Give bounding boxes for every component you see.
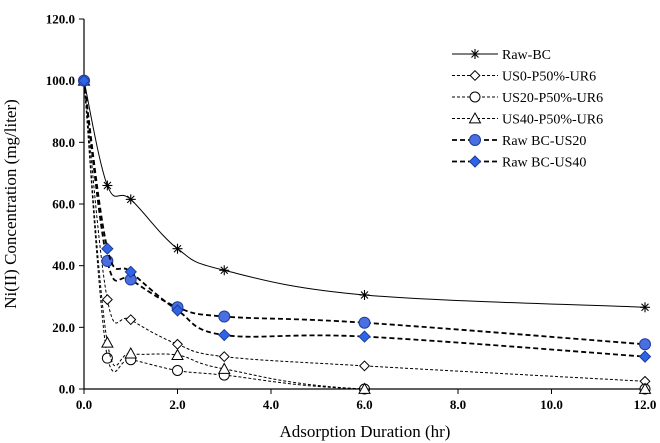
data-point [358,382,371,394]
data-point [172,365,183,376]
series-layer [77,74,652,395]
y-axis-title: Ni(II) Concentration (mg/liter) [1,99,20,309]
y-tick-label: 40.0 [52,258,75,273]
legend-label: Raw-BC [502,48,551,63]
legend-entry: US0-P50%-UR6 [452,70,596,85]
x-tick-label: 12.0 [634,397,657,412]
data-point [171,304,184,317]
legend-marker [470,49,480,59]
legend-marker [469,69,481,82]
data-point [219,265,230,276]
legend-entry: US40-P50%-UR6 [452,111,603,128]
series-line [83,80,646,358]
y-tick-label: 60.0 [52,197,75,212]
legend-marker [469,91,481,103]
data-point [101,255,114,268]
data-point [172,243,183,254]
data-point [101,294,113,306]
data-point [218,310,231,323]
data-point [640,302,650,313]
legend-label: US20-P50%-UR6 [502,91,603,106]
x-tick-label: 8.0 [450,397,466,412]
data-point [101,352,113,364]
data-point [359,289,370,300]
data-point [171,338,184,350]
legend-label: US40-P50%-UR6 [502,113,603,128]
legend-entry: Raw BC-US40 [452,155,586,171]
data-point [125,194,136,205]
x-tick-label: 0.0 [76,397,92,412]
data-point [171,348,184,360]
legend-label: US0-P50%-UR6 [502,70,596,85]
data-point [77,74,91,87]
x-axis-title: Adsorption Duration (hr) [280,422,451,441]
x-tick-label: 2.0 [169,397,185,412]
data-point [218,351,230,363]
legend-marker [468,111,482,124]
data-point [358,330,371,343]
y-tick-label: 120.0 [46,12,75,27]
series-line [83,80,646,346]
data-point [639,338,651,351]
data-point [125,314,137,326]
x-tick-label: 10.0 [540,397,563,412]
data-point [358,316,371,329]
legend-label: Raw BC-US20 [502,134,586,149]
y-tick-label: 0.0 [59,382,75,397]
legend-marker [468,155,482,168]
y-tick-label: 100.0 [46,73,75,88]
legend-marker [469,134,481,146]
legend: Raw-BC US0-P50%-UR6 US20-P50%-UR6 US40-P50%… [452,48,603,171]
data-point [101,336,114,348]
y-tick-label: 20.0 [52,320,75,335]
axes: 0.0 20.0 40.0 60.0 80.0 100.0 120.0 0.0 2.0 4.0 6.… [46,12,657,413]
legend-entry: US20-P50%-UR6 [452,91,603,106]
series-5 [77,74,652,363]
series-0 [79,75,650,313]
x-tick-label: 4.0 [263,397,279,412]
data-point [124,347,138,359]
legend-entry: Raw BC-US20 [452,134,586,149]
y-tick-label: 80.0 [52,135,75,150]
legend-entry: Raw-BC [452,48,551,63]
data-point [218,328,231,342]
data-point [124,265,137,279]
data-point [638,382,652,394]
data-point [638,350,652,363]
series-line [83,80,646,382]
legend-label: Raw BC-US40 [502,156,586,171]
data-point [101,242,114,255]
data-point [358,360,371,372]
x-tick-label: 6.0 [356,397,372,412]
data-point [102,180,113,191]
data-point [217,362,231,374]
